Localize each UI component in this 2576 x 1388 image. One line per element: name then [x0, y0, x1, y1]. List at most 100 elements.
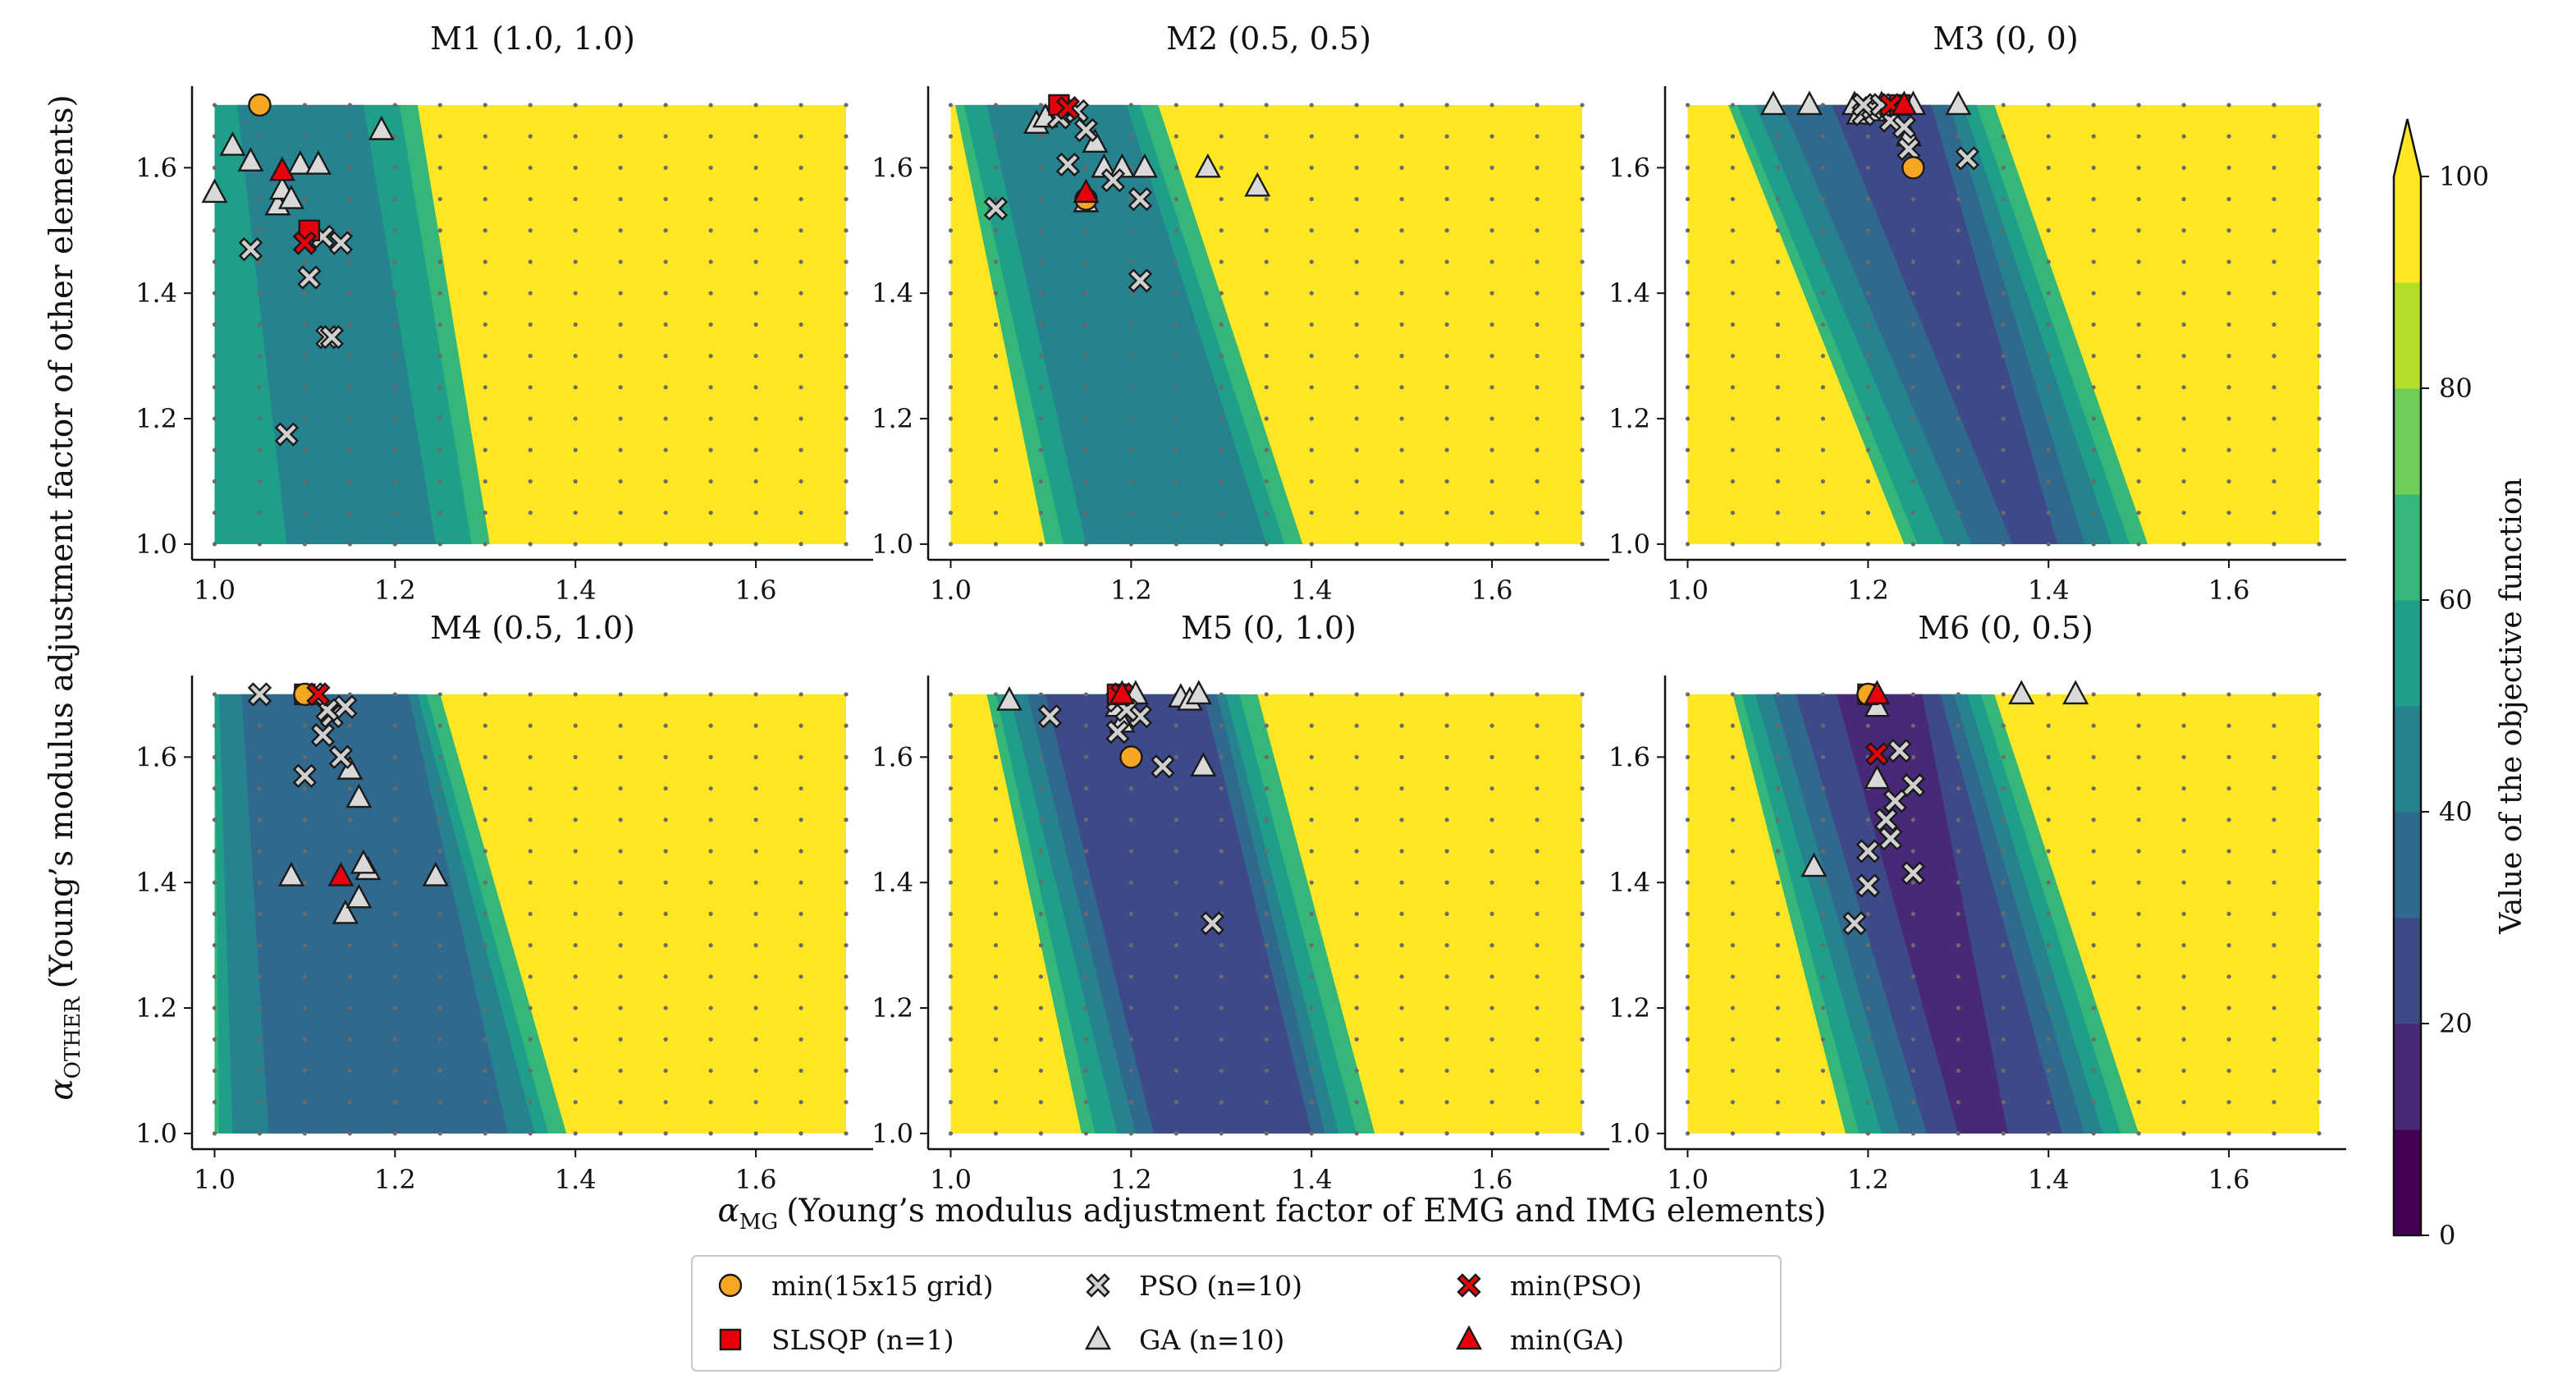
grid-point [1264, 1005, 1269, 1010]
grid-point [347, 1005, 352, 1010]
grid-point [844, 754, 849, 759]
grid-point [844, 723, 849, 728]
grid-point [1865, 974, 1870, 979]
subplot-grid: M1 (1.0, 1.0)1.0 1.2 1.4 1.61.01.21.41.6M2 … [135, 21, 2346, 1195]
grid-point [1956, 259, 1961, 264]
grid-point [2091, 479, 2096, 484]
grid-point [1489, 479, 1494, 484]
grid-point [1309, 1068, 1314, 1074]
grid-point [993, 416, 999, 421]
grid-point [1354, 259, 1359, 264]
grid-point [1399, 134, 1404, 139]
grid-point [1174, 385, 1178, 390]
grid-point [257, 511, 263, 515]
grid-point [2226, 786, 2231, 791]
grid-point [483, 385, 487, 390]
grid-point [528, 786, 533, 791]
grid-point [2272, 1005, 2276, 1010]
grid-point [1685, 911, 1691, 917]
grid-point [1174, 911, 1178, 917]
y-tick-label: 1.2 [1608, 992, 1650, 1024]
contour-band-30 [241, 694, 508, 1134]
grid-point [1399, 1100, 1404, 1105]
grid-point [2091, 134, 2096, 139]
grid-point [212, 103, 217, 108]
grid-point [1685, 1068, 1691, 1074]
grid-point [1489, 511, 1494, 515]
grid-point [573, 511, 578, 515]
grid-point [1219, 103, 1224, 108]
grid-point [753, 818, 758, 822]
grid-point [1685, 542, 1691, 547]
grid-point [1730, 723, 1736, 728]
grid-point [302, 1037, 308, 1042]
grid-point [302, 974, 308, 979]
grid-point [993, 1100, 999, 1105]
grid-point [573, 911, 578, 917]
grid-point [257, 134, 263, 139]
grid-point [528, 165, 533, 170]
grid-point [1444, 723, 1449, 728]
y-tick-label: 1.4 [872, 867, 913, 898]
grid-point [573, 786, 578, 791]
grid-point [1775, 165, 1781, 170]
grid-point [257, 1131, 263, 1136]
grid-point [844, 1005, 849, 1010]
grid-point [1444, 943, 1449, 948]
grid-point [993, 1131, 999, 1136]
grid-point [2317, 723, 2322, 728]
grid-point [1489, 542, 1494, 547]
grid-point [1038, 134, 1044, 139]
x-tick-label: 1.0 [194, 1164, 236, 1195]
grid-point [618, 754, 623, 759]
grid-point [1956, 416, 1961, 421]
grid-point [618, 723, 623, 728]
grid-point [437, 385, 442, 390]
grid-point [1038, 542, 1044, 547]
grid-point [1038, 416, 1044, 421]
grid-point [753, 723, 758, 728]
grid-point [993, 511, 999, 515]
grid-point [618, 943, 623, 948]
grid-point [2001, 511, 2006, 515]
grid-point [663, 818, 668, 822]
grid-point [1730, 1100, 1736, 1105]
grid-point [2136, 291, 2141, 295]
grid-point [1820, 1100, 1825, 1105]
grid-point [212, 911, 217, 917]
grid-point [347, 1068, 352, 1074]
grid-point [2091, 385, 2096, 390]
grid-point [844, 103, 849, 108]
grid-point [1535, 511, 1540, 515]
grid-point [1354, 1068, 1359, 1074]
grid-point [528, 880, 533, 885]
grid-point [302, 354, 308, 359]
grid-point [1264, 974, 1269, 979]
colorbar-tick-label: 80 [2439, 373, 2473, 404]
grid-point [2226, 1005, 2231, 1010]
grid-point [2091, 974, 2096, 979]
grid-point [993, 849, 999, 854]
grid-point [753, 1100, 758, 1105]
grid-point [663, 1005, 668, 1010]
grid-point [2046, 1131, 2051, 1136]
grid-point [753, 1005, 758, 1010]
grid-point [753, 754, 758, 759]
grid-point [437, 228, 442, 233]
grid-point [392, 943, 397, 948]
grid-point [1956, 1131, 1961, 1136]
grid-point [798, 849, 803, 854]
grid-point [212, 447, 217, 452]
grid-point [618, 322, 623, 328]
grid-point [2272, 723, 2276, 728]
grid-point [1354, 911, 1359, 917]
grid-point [1489, 322, 1494, 328]
grid-point [528, 196, 533, 202]
grid-point [1820, 911, 1825, 917]
y-axis-label: αOTHER (Young’s modulus adjustment factor… [43, 94, 85, 1100]
grid-point [2317, 196, 2322, 202]
grid-point [948, 511, 954, 515]
grid-point [437, 165, 442, 170]
grid-point [1580, 134, 1585, 139]
grid-point [1580, 416, 1585, 421]
